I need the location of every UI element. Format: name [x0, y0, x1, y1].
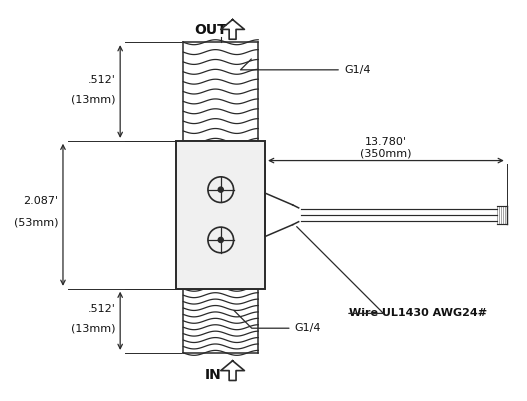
Text: OUT: OUT: [194, 22, 227, 36]
Text: G1/4: G1/4: [295, 323, 321, 333]
Text: IN: IN: [204, 369, 221, 383]
Text: 13.780': 13.780': [365, 137, 407, 147]
Text: (53mm): (53mm): [14, 218, 58, 228]
Text: (13mm): (13mm): [71, 324, 115, 334]
Text: .512': .512': [87, 75, 115, 85]
Circle shape: [218, 187, 223, 192]
Circle shape: [218, 237, 223, 243]
Text: (13mm): (13mm): [71, 94, 115, 104]
Text: Wire UL1430 AWG24#: Wire UL1430 AWG24#: [349, 308, 487, 318]
Text: .512': .512': [87, 304, 115, 314]
Text: 2.087': 2.087': [23, 196, 58, 206]
Bar: [177, 141, 265, 289]
Text: G1/4: G1/4: [344, 65, 370, 75]
Text: (350mm): (350mm): [360, 149, 412, 158]
